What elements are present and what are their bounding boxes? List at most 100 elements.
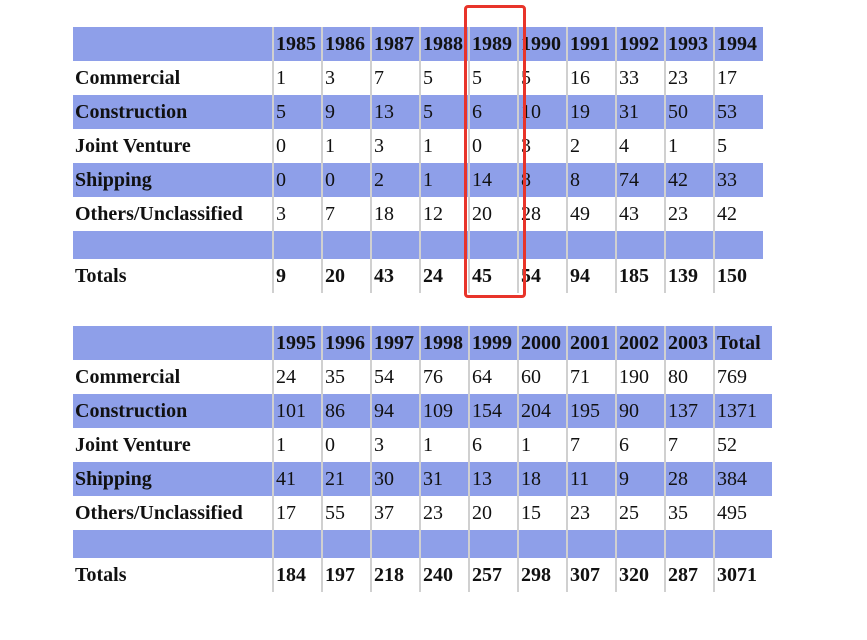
spacer-cell (517, 530, 567, 558)
value-cell: 769 (713, 360, 772, 394)
value-cell: 49 (566, 197, 616, 231)
header-row: 1985 1986 1987 1988 1989 1990 1991 1992 1993 1994 (73, 27, 763, 61)
data-row: Construction 5 9 13 5 6 10 19 31 50 53 (73, 95, 763, 129)
row-label: Joint Venture (75, 433, 191, 456)
header-row: 1995 1996 1997 1998 1999 2000 2001 2002 2003 Tota… (73, 326, 772, 360)
value-cell: 384 (713, 462, 772, 496)
highlight-box (464, 5, 526, 298)
value-cell: 18 (370, 197, 420, 231)
spacer-cell (321, 530, 371, 558)
row-label: Totals (75, 264, 127, 287)
spacer-cell (419, 231, 469, 259)
value-cell: 5 (468, 61, 518, 95)
column-header: Total (713, 326, 772, 360)
column-header: 2001 (566, 326, 616, 360)
value-cell: 4 (615, 129, 665, 163)
spacer-cell (664, 530, 714, 558)
spacer-cell (664, 231, 714, 259)
value-cell: 28 (664, 462, 714, 496)
value-cell: 17 (713, 61, 763, 95)
column-header: 1996 (321, 326, 371, 360)
total-cell: 185 (615, 259, 665, 293)
value-cell: 1 (272, 61, 322, 95)
value-cell: 64 (468, 360, 518, 394)
value-cell: 7 (370, 61, 420, 95)
column-header: 1993 (664, 27, 714, 61)
data-row: Commercial 24 35 54 76 64 60 71 190 80 769 (73, 360, 772, 394)
spacer-cell (566, 530, 616, 558)
value-cell: 60 (517, 360, 567, 394)
value-cell: 23 (566, 496, 616, 530)
value-cell: 18 (517, 462, 567, 496)
data-row: Joint Venture 1 0 3 1 6 1 7 6 7 52 (73, 428, 772, 462)
data-row: Others/Unclassified 3 7 18 12 20 28 49 43 23 42 (73, 197, 763, 231)
column-header: 1990 (517, 27, 567, 61)
value-cell: 1 (321, 129, 371, 163)
data-row: Commercial 1 3 7 5 5 5 16 33 23 17 (73, 61, 763, 95)
spacer-cell (419, 530, 469, 558)
value-cell: 109 (419, 394, 469, 428)
value-cell: 154 (468, 394, 518, 428)
value-cell: 50 (664, 95, 714, 129)
value-cell: 3 (321, 61, 371, 95)
value-cell: 55 (321, 496, 371, 530)
value-cell: 1 (272, 428, 322, 462)
value-cell: 9 (615, 462, 665, 496)
value-cell: 495 (713, 496, 772, 530)
data-row: Shipping 0 0 2 1 14 8 8 74 42 33 (73, 163, 763, 197)
value-cell: 90 (615, 394, 665, 428)
data-row: Construction 101 86 94 109 154 204 195 90 137 1371 (73, 394, 772, 428)
spacer-cell (73, 231, 273, 259)
data-row: Shipping 41 21 30 31 13 18 11 9 28 384 (73, 462, 772, 496)
row-label: Construction (73, 394, 273, 428)
column-header: 1994 (713, 27, 763, 61)
value-cell: 6 (615, 428, 665, 462)
total-cell: 307 (566, 558, 616, 592)
value-cell: 2 (370, 163, 420, 197)
row-label: Totals (75, 563, 127, 586)
value-cell: 0 (321, 428, 371, 462)
value-cell: 21 (321, 462, 371, 496)
value-cell: 53 (713, 95, 763, 129)
row-label: Shipping (73, 163, 273, 197)
total-cell: 9 (272, 259, 322, 293)
value-cell: 16 (566, 61, 616, 95)
column-header: 1992 (615, 27, 665, 61)
total-cell: 20 (321, 259, 371, 293)
total-cell: 43 (370, 259, 420, 293)
value-cell: 101 (272, 394, 322, 428)
row-label: Shipping (73, 462, 273, 496)
value-cell: 41 (272, 462, 322, 496)
data-table: 1985 1986 1987 1988 1989 1990 1991 1992 1993 1994… (73, 27, 763, 293)
value-cell: 2 (566, 129, 616, 163)
value-cell: 6 (468, 428, 518, 462)
total-cell: 240 (419, 558, 469, 592)
data-row: Others/Unclassified 17 55 37 23 20 15 23 25 35 495 (73, 496, 772, 530)
value-cell: 1 (664, 129, 714, 163)
spacer-cell (468, 530, 518, 558)
value-cell: 19 (566, 95, 616, 129)
value-cell: 7 (321, 197, 371, 231)
spacer-cell (370, 530, 420, 558)
column-header: 1989 (468, 27, 518, 61)
total-cell: 197 (321, 558, 371, 592)
spacer-cell (370, 231, 420, 259)
value-cell: 12 (419, 197, 469, 231)
row-label: Commercial (75, 66, 181, 89)
value-cell: 1371 (713, 394, 772, 428)
column-header: 2002 (615, 326, 665, 360)
value-cell: 24 (272, 360, 322, 394)
value-cell: 15 (517, 496, 567, 530)
column-header: 1995 (272, 326, 322, 360)
corner-cell (73, 326, 273, 360)
value-cell: 0 (321, 163, 371, 197)
value-cell: 42 (713, 197, 763, 231)
total-cell: 45 (468, 259, 518, 293)
row-label: Construction (73, 95, 273, 129)
value-cell: 195 (566, 394, 616, 428)
value-cell: 0 (272, 129, 322, 163)
value-cell: 190 (615, 360, 665, 394)
total-cell: 139 (664, 259, 714, 293)
value-cell: 1 (517, 428, 567, 462)
